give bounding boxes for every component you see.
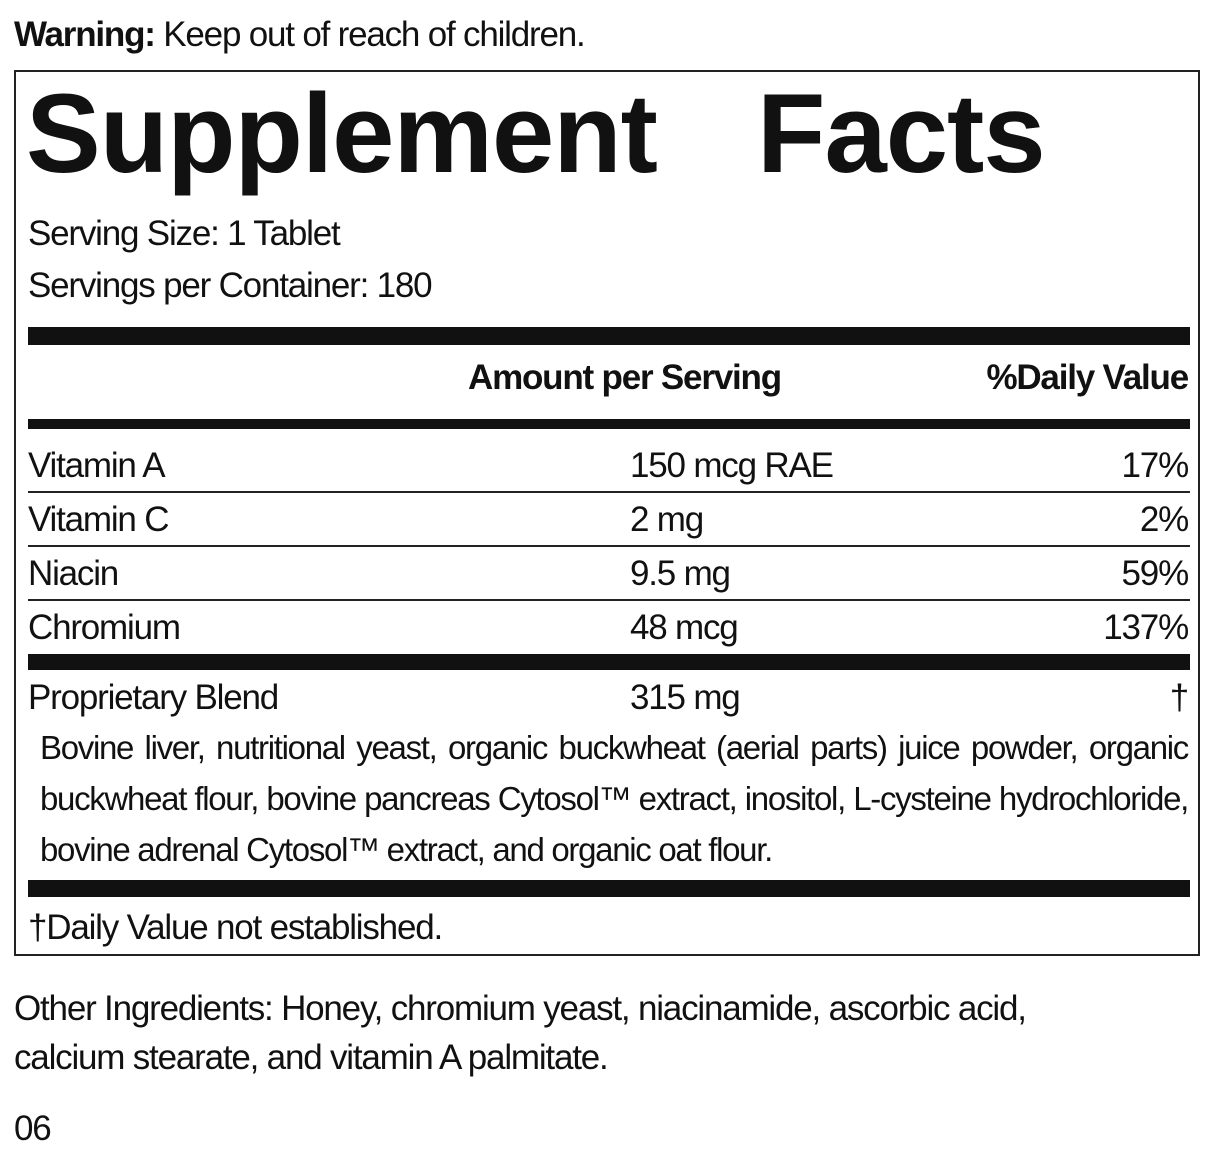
blend-dv: † [1169, 678, 1189, 717]
divider-thick [28, 327, 1190, 345]
warning-text: Keep out of reach of children. [154, 15, 585, 54]
supplement-facts-panel [14, 70, 1200, 956]
warning-label: Warning: [14, 15, 156, 54]
blend-amount: 315 mg [630, 678, 741, 717]
nutrient-amount: 2 mg [630, 500, 704, 539]
divider-thick [28, 654, 1190, 670]
panel-title: Supplement Facts [26, 71, 1046, 196]
divider-medium [28, 419, 1190, 429]
nutrient-amount: 9.5 mg [630, 554, 731, 593]
serving-size: Serving Size: 1 Tablet [28, 214, 341, 253]
row-divider [28, 545, 1190, 547]
blend-ingredients: Bovine liver, nutritional yeast, organic… [40, 729, 1189, 868]
nutrient-amount: 48 mcg [630, 608, 739, 647]
nutrient-name: Chromium [28, 608, 181, 647]
warning: Warning: Keep out of reach of children. [14, 15, 586, 54]
other-ingredients: Other Ingredients: Honey, chromium yeast… [14, 989, 1027, 1077]
row-divider [28, 491, 1190, 493]
nutrient-name: Vitamin C [28, 500, 169, 539]
nutrient-dv: 59% [1121, 554, 1190, 593]
nutrient-name: Vitamin A [28, 446, 166, 485]
nutrient-dv: 17% [1121, 446, 1190, 485]
blend-name: Proprietary Blend [28, 678, 279, 717]
divider-thick [28, 880, 1190, 897]
nutrient-dv: 137% [1103, 608, 1189, 647]
header-amount: Amount per Serving [468, 358, 782, 397]
row-divider [28, 599, 1190, 601]
nutrient-amount: 150 mcg RAE [630, 446, 834, 485]
nutrient-dv: 2% [1139, 500, 1189, 539]
footnote: †Daily Value not established. [28, 908, 443, 947]
servings-per-container: Servings per Container: 180 [28, 266, 433, 305]
nutrient-name: Niacin [28, 554, 119, 593]
header-daily-value: %Daily Value [986, 358, 1189, 397]
product-code: 06 [14, 1109, 52, 1148]
